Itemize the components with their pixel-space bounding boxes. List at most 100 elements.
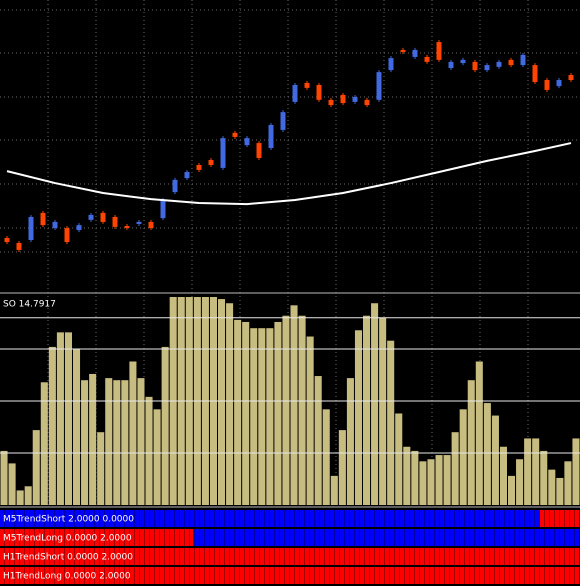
candle — [112, 216, 118, 227]
histogram-bar — [226, 303, 234, 505]
candle — [352, 96, 358, 102]
histogram-bar — [48, 346, 56, 505]
candle — [496, 61, 502, 67]
candle — [4, 237, 10, 243]
candle — [556, 80, 562, 87]
histogram-bar — [338, 430, 346, 505]
histogram-bar — [97, 432, 105, 505]
candle — [412, 49, 418, 57]
histogram-bar — [354, 330, 362, 505]
candle — [388, 58, 394, 71]
candle — [304, 82, 310, 88]
histogram-bar — [427, 459, 435, 505]
histogram-bar — [524, 438, 532, 505]
candle — [100, 212, 106, 222]
histogram-bar — [24, 486, 32, 505]
histogram-bar — [419, 461, 427, 505]
histogram-bar — [290, 305, 298, 505]
candle — [160, 200, 166, 219]
histogram-bar — [266, 328, 274, 505]
candle — [76, 225, 82, 231]
strip-label: M5TrendShort 2.0000 0.0000 — [3, 515, 134, 525]
candle — [340, 94, 346, 104]
candle — [376, 72, 382, 100]
histogram-bar — [89, 373, 97, 505]
histogram-bar — [250, 328, 258, 505]
histogram-bar — [145, 396, 153, 505]
histogram-bar — [363, 315, 371, 505]
histogram-bar — [0, 450, 8, 505]
histogram-bar — [548, 469, 556, 505]
histogram-bar — [330, 475, 338, 505]
histogram-bar — [274, 321, 282, 505]
histogram-bar — [242, 321, 250, 505]
candle — [544, 80, 550, 90]
histogram-bar — [56, 332, 64, 505]
candle — [52, 221, 58, 229]
histogram-bar — [540, 450, 548, 505]
candle — [448, 61, 454, 69]
candle — [40, 212, 46, 226]
moving-average — [6, 142, 572, 206]
candle — [280, 112, 286, 130]
histogram-bar — [467, 380, 475, 505]
candle — [220, 138, 226, 168]
histogram-bar — [443, 455, 451, 505]
histogram-bar — [508, 475, 516, 505]
histogram-bar — [81, 380, 89, 505]
histogram-bar — [387, 340, 395, 505]
histogram-bar — [113, 380, 121, 505]
strip-label: M5TrendLong 0.0000 2.0000 — [3, 534, 132, 544]
strip-cells — [0, 529, 580, 546]
strip-label: H1TrendShort 0.0000 2.0000 — [3, 553, 133, 563]
candle — [268, 124, 274, 149]
candle — [532, 65, 538, 83]
histogram-bar — [516, 459, 524, 505]
histogram-bar — [40, 382, 48, 505]
candle — [208, 160, 214, 165]
histogram-bar — [129, 361, 137, 505]
candle — [568, 75, 574, 81]
histogram-bar — [564, 461, 572, 505]
histogram-bar — [16, 490, 24, 505]
candle — [256, 143, 262, 158]
histogram-bar — [459, 409, 467, 505]
histogram-bar — [556, 477, 564, 505]
histogram-bar — [153, 409, 161, 505]
histogram-bar — [491, 415, 499, 505]
candle — [136, 221, 142, 224]
histogram-bar — [483, 403, 491, 505]
strip-label: H1TrendLong 0.0000 2.0000 — [3, 572, 131, 582]
histogram-bar — [105, 378, 113, 505]
candle — [460, 59, 466, 64]
candle — [328, 99, 334, 106]
histogram-bar — [314, 376, 322, 505]
histogram-bar — [572, 438, 580, 505]
histogram-bar — [258, 328, 266, 505]
candle — [424, 56, 430, 62]
candle — [148, 221, 154, 229]
histogram-bar — [346, 378, 354, 505]
candle — [16, 242, 22, 250]
histogram-bar — [282, 315, 290, 505]
histogram-bar — [322, 409, 330, 505]
candle — [244, 138, 250, 146]
candle — [472, 61, 478, 71]
candle — [484, 65, 490, 71]
candle — [28, 216, 34, 241]
candle — [88, 214, 94, 220]
candle — [292, 84, 298, 102]
candle — [436, 42, 442, 60]
histogram-bar — [532, 438, 540, 505]
histogram-bar — [306, 336, 314, 505]
histogram-bar — [218, 299, 226, 505]
histogram-bar — [395, 413, 403, 505]
histogram-bar — [32, 430, 40, 505]
histogram-bar — [234, 319, 242, 505]
candle — [316, 84, 322, 100]
strip-cells — [0, 510, 580, 527]
histogram-bar — [121, 380, 129, 505]
candle — [364, 99, 370, 106]
histogram-bar — [379, 317, 387, 505]
